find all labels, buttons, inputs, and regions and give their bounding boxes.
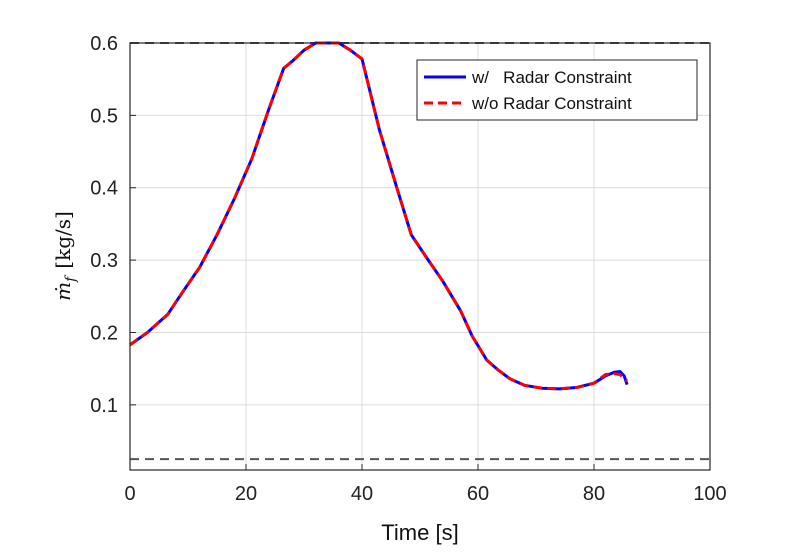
axis-ticks xyxy=(129,42,711,470)
y-axis-symbol: ṁ xyxy=(51,282,75,301)
x-tick-labels: 0 20 40 60 80 100 xyxy=(124,483,726,505)
x-tick-label: 80 xyxy=(583,483,605,505)
y-tick-label: 0.1 xyxy=(90,395,118,417)
plot-frame xyxy=(129,42,711,471)
legend-box xyxy=(416,59,698,121)
y-tick-label: 0.2 xyxy=(90,322,118,344)
y-tick-label: 0.4 xyxy=(90,178,118,200)
series-layer xyxy=(129,41,629,391)
y-tick-labels: 0.1 0.2 0.3 0.4 0.5 0.6 xyxy=(90,33,118,417)
x-tick-label: 100 xyxy=(693,483,726,505)
svg-text:ṁf[kg/s]: ṁf [kg/s] xyxy=(51,211,79,301)
y-tick-label: 0.6 xyxy=(90,33,118,55)
x-tick-label: 40 xyxy=(351,483,373,505)
legend-label-w-radar: w/ Radar Constraint xyxy=(471,68,632,87)
x-tick-label: 0 xyxy=(124,483,135,505)
x-tick-label: 20 xyxy=(235,483,257,505)
x-tick-label: 60 xyxy=(467,483,489,505)
series-line-1 xyxy=(129,41,629,391)
y-tick-label: 0.5 xyxy=(90,105,118,127)
y-tick-label: 0.3 xyxy=(90,250,118,272)
y-axis-subscript: f xyxy=(63,274,79,283)
legend: w/ Radar Constraint w/o Radar Constraint xyxy=(416,59,698,121)
legend-label-wo-radar: w/o Radar Constraint xyxy=(471,94,632,113)
y-axis-unit: [kg/s] xyxy=(51,211,75,269)
y-axis-title: ṁf [kg/s] xyxy=(51,211,79,301)
x-axis-title: Time [s] xyxy=(381,520,458,545)
